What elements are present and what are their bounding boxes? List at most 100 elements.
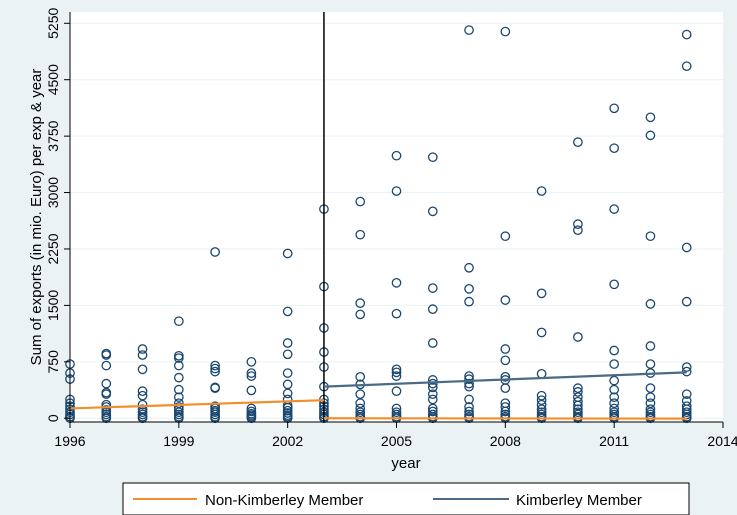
scatter-point — [246, 406, 257, 417]
scatter-point — [355, 372, 366, 382]
scatter-point — [681, 362, 692, 372]
scatter-point — [500, 26, 511, 37]
scatter-point — [609, 345, 620, 356]
scatter-point — [391, 386, 402, 397]
scatter-point — [173, 398, 184, 409]
scatter-point — [355, 389, 366, 400]
scatter-point — [573, 396, 583, 407]
scatter-point — [427, 406, 438, 417]
scatter-point — [173, 402, 184, 412]
scatter-point — [500, 344, 511, 354]
legend-label-non-kimberley: Non-Kimberley Member — [205, 492, 363, 509]
scatter-point — [645, 231, 656, 242]
scatter-point — [573, 137, 583, 147]
x-ticks: 1996 1999 2002 2005 2008 2011 2014 — [54, 422, 737, 449]
scatter-point — [609, 375, 620, 386]
scatter-point — [210, 247, 220, 257]
scatter-point — [173, 372, 184, 383]
scatter-point — [137, 350, 148, 360]
scatter-point — [282, 338, 293, 348]
y-tick-label: 750 — [45, 350, 61, 374]
y-tick-label: 3000 — [45, 177, 61, 208]
scatter-point — [101, 348, 112, 359]
scatter-point — [246, 368, 257, 378]
scatter-point — [464, 283, 474, 294]
scatter-point — [137, 386, 148, 397]
scatter-point — [427, 152, 438, 163]
scatter-point — [391, 308, 402, 319]
scatter-point — [681, 242, 692, 253]
scatter-point — [573, 219, 583, 229]
scatter-point — [246, 403, 257, 414]
scatter-point — [645, 299, 656, 309]
scatter-point — [573, 332, 583, 342]
scatter-point — [137, 407, 148, 418]
scatter-point — [137, 344, 148, 354]
scatter-point — [173, 350, 184, 361]
scatter-point — [609, 392, 620, 403]
y-tick-label: 0 — [45, 414, 61, 422]
scatter-point — [536, 327, 547, 338]
scatter-point — [391, 407, 402, 418]
scatter-point — [355, 298, 366, 308]
scatter-point — [645, 398, 656, 409]
x-tick-label: 2008 — [490, 433, 521, 449]
scatter-point — [464, 296, 474, 307]
scatter-point — [391, 364, 402, 375]
scatter-point — [464, 406, 474, 417]
x-tick-label: 2014 — [707, 433, 737, 449]
fit-line-kimberley — [323, 371, 687, 388]
y-tick-label: 2250 — [45, 233, 61, 264]
scatter-point — [137, 390, 148, 401]
x-tick-label: 1996 — [54, 433, 85, 449]
scatter-point — [464, 378, 474, 389]
scatter-point — [681, 29, 692, 40]
scatter-point — [427, 394, 438, 405]
scatter-point — [573, 404, 583, 415]
x-tick-label: 2005 — [381, 433, 412, 449]
scatter-point — [609, 143, 620, 154]
scatter-point — [609, 279, 620, 290]
x-tick-label: 1999 — [163, 433, 194, 449]
scatter-point — [500, 231, 511, 242]
scatter-point — [609, 403, 620, 414]
scatter-point — [282, 248, 293, 259]
scatter-point — [210, 360, 220, 371]
scatter-point — [573, 387, 583, 397]
scatter-point — [282, 379, 293, 390]
scatter-point — [536, 395, 547, 406]
scatter-point — [355, 229, 366, 240]
scatter-point — [609, 103, 620, 114]
scatter-point — [573, 383, 583, 393]
scatter-point — [101, 378, 112, 389]
scatter-point — [355, 196, 366, 207]
scatter-point — [355, 403, 366, 414]
scatter-point — [536, 288, 547, 299]
legend-box — [122, 482, 690, 515]
x-tick-label: 2002 — [272, 433, 303, 449]
scatter-point — [427, 338, 438, 348]
scatter-point — [500, 372, 511, 382]
scatter-point — [645, 359, 656, 369]
scatter-point — [246, 385, 257, 396]
scatter-point — [464, 394, 474, 405]
scatter-point — [210, 401, 220, 412]
scatter-point — [681, 296, 692, 307]
scatter-point — [246, 356, 257, 367]
scatter-point — [645, 383, 656, 393]
scatter-point — [427, 378, 438, 389]
fit-lines — [69, 371, 687, 420]
scatter-point — [609, 359, 620, 369]
scatter-point — [246, 371, 257, 381]
scatter-point — [500, 355, 511, 366]
scatter-point — [681, 401, 692, 412]
scatter-point — [681, 407, 692, 418]
scatter-point — [391, 186, 402, 196]
scatter-point — [536, 390, 547, 401]
scatter-point — [282, 306, 293, 317]
scatter-point — [573, 225, 583, 236]
scatter-point — [464, 262, 474, 273]
scatter-point — [427, 206, 438, 217]
y-ticks: 0 750 1500 2250 3000 3750 4500 5250 — [45, 8, 70, 422]
